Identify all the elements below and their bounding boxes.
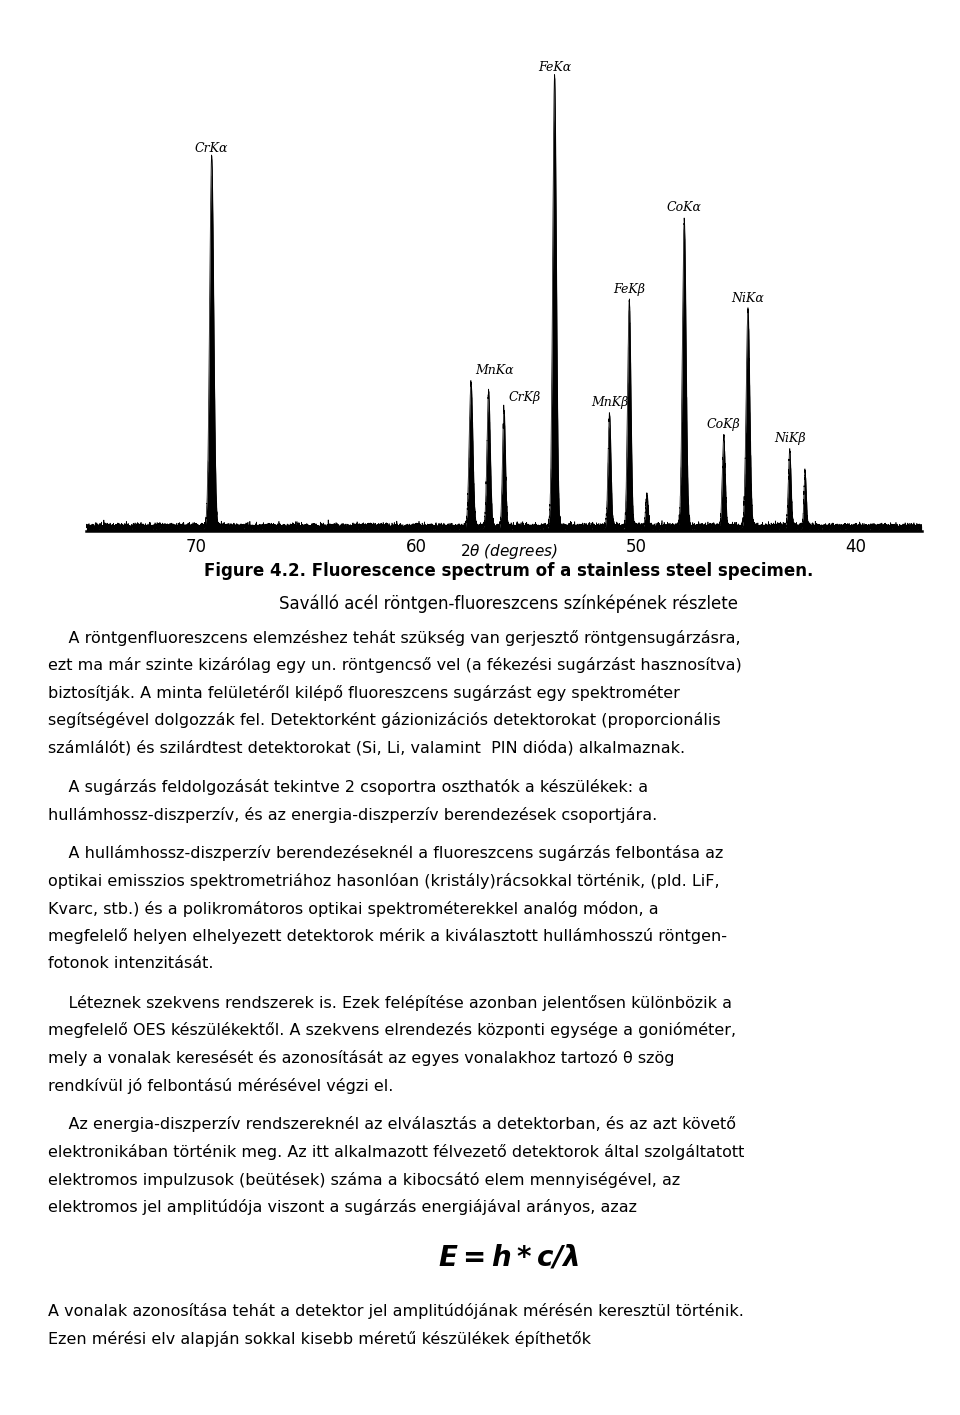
Text: ezt ma már szinte kizárólag egy un. röntgencső vel (a fékezési sugárzást hasznos: ezt ma már szinte kizárólag egy un. rönt… (48, 657, 742, 674)
Text: A vonalak azonosítása tehát a detektor jel amplitúdójának mérésén keresztül tör: A vonalak azonosítása tehát a detektor j… (48, 1303, 744, 1319)
Text: Figure 4.2. Fluorescence spectrum of a stainless steel specimen.: Figure 4.2. Fluorescence spectrum of a s… (204, 562, 813, 580)
Text: Saválló acél röntgen-fluoreszcens színképének részlete: Saválló acél röntgen-fluoreszcens színké… (279, 594, 738, 613)
Text: $2\theta$ (degrees): $2\theta$ (degrees) (460, 542, 558, 560)
Text: MnKα: MnKα (475, 364, 514, 376)
Text: fotonok intenzitását.: fotonok intenzitását. (48, 957, 213, 971)
Text: Ezen mérési elv alapján sokkal kisebb méretű készülékek építhetők: Ezen mérési elv alapján sokkal kisebb mé… (48, 1332, 591, 1347)
Text: rendkívül jó felbontású mérésével végzi el.: rendkívül jó felbontású mérésével végzi … (48, 1078, 394, 1094)
Text: megfelelő helyen elhelyezett detektorok mérik a kiválasztott hullámhosszú röntge: megfelelő helyen elhelyezett detektorok … (48, 928, 727, 944)
Text: mely a vonalak keresését és azonosítását az egyes vonalakhoz tartozó θ szög: mely a vonalak keresését és azonosítását… (48, 1050, 675, 1065)
Text: elektromos jel amplitúdója viszont a sugárzás energiájával arányos, azaz: elektromos jel amplitúdója viszont a su… (48, 1200, 637, 1215)
Text: CrKα: CrKα (195, 143, 228, 156)
Text: A sugárzás feldolgozását tekintve 2 csoportra oszthatók a készülékek: a: A sugárzás feldolgozását tekintve 2 csop… (48, 778, 648, 795)
Text: NiKα: NiKα (732, 291, 764, 304)
Text: CoKβ: CoKβ (707, 419, 741, 432)
Text: hullámhossz-diszperzív, és az energia-diszperzív berendezések csoportjára.: hullámhossz-diszperzív, és az energia-di… (48, 807, 658, 822)
Text: biztosítják. A minta felületéről kilépő fluoreszcens sugárzást egy spektrométer: biztosítják. A minta felületéről kilépő … (48, 685, 680, 700)
Text: elektronikában történik meg. Az itt alkalmazott félvezető detektorok által szolg: elektronikában történik meg. Az itt alka… (48, 1145, 744, 1160)
Text: CrKβ: CrKβ (509, 391, 540, 405)
Text: NiKβ: NiKβ (774, 432, 805, 444)
Text: segítségével dolgozzák fel. Detektorként gázionizációs detektorokat (proporcioná: segítségével dolgozzák fel. Detektorként… (48, 712, 721, 729)
Text: FeKα: FeKα (538, 61, 571, 74)
Text: elektromos impulzusok (beütések) száma a kibocsátó elem mennyiségével, az: elektromos impulzusok (beütések) száma a… (48, 1172, 681, 1187)
Text: Az energia-diszperzív rendszereknél az elválasztás a detektorban, és az azt köve: Az energia-diszperzív rendszereknél az e… (48, 1116, 736, 1132)
Text: A röntgenfluoreszcens elemzéshez tehát szükség van gerjesztő röntgensugárzásra,: A röntgenfluoreszcens elemzéshez tehát s… (48, 630, 740, 645)
Text: Kvarc, stb.) és a polikromátoros optikai spektrométerekkel analóg módon, a: Kvarc, stb.) és a polikromátoros optikai… (48, 901, 659, 917)
Text: A hullámhossz-diszperzív berendezéseknél a fluoreszcens sugárzás felbontása az: A hullámhossz-diszperzív berendezéseknél… (48, 845, 724, 862)
Text: optikai emisszios spektrometriához hasonlóan (kristály)rácsokkal történik, (pld.: optikai emisszios spektrometriához hason… (48, 873, 720, 889)
Text: FeKβ: FeKβ (613, 283, 645, 296)
Text: CoKα: CoKα (667, 201, 702, 214)
Text: MnKβ: MnKβ (590, 396, 628, 409)
Text: Léteznek szekvens rendszerek is. Ezek felépítése azonban jelentősen különbözik a: Léteznek szekvens rendszerek is. Ezek fe… (48, 995, 732, 1010)
Text: számlálót) és szilárdtest detektorokat (Si, Li, valamint  PIN dióda) alkalmaznak: számlálót) és szilárdtest detektorokat (… (48, 740, 685, 756)
Text: $\bfit{E = h * c / \lambda}$: $\bfit{E = h * c / \lambda}$ (438, 1244, 580, 1272)
Text: megfelelő OES készülékektől. A szekvens elrendezés központi egysége a gonióméter: megfelelő OES készülékektől. A szekvens … (48, 1023, 736, 1039)
